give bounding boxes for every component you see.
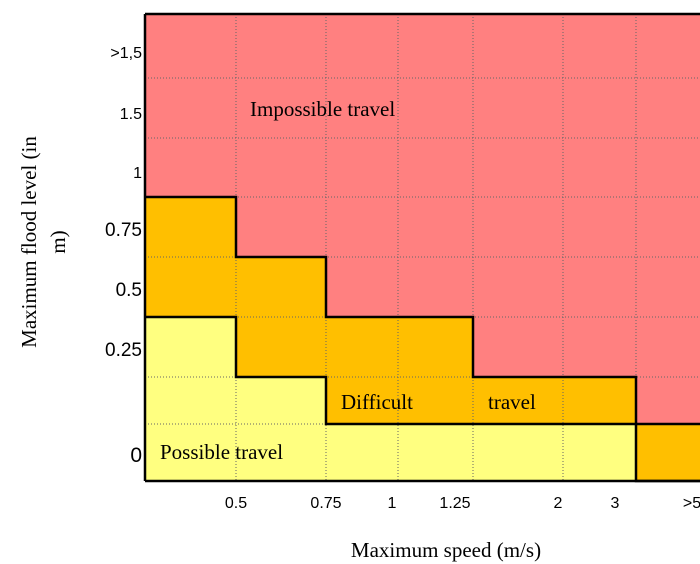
y-axis-title-line1: Maximum flood level (in: [17, 136, 41, 348]
x-tick-label: 0.75: [310, 495, 341, 512]
y-tick-label: 0.5: [116, 280, 142, 301]
zone-label-impossible: Impossible travel: [250, 97, 395, 121]
x-tick-label: >5: [683, 495, 700, 512]
x-tick-label: 2: [554, 495, 563, 512]
y-tick-label: 1.5: [120, 106, 142, 123]
zone-label-possible: Possible travel: [160, 440, 283, 464]
y-axis-title: Maximum flood level (in m): [17, 136, 70, 348]
x-tick-label: 3: [611, 495, 620, 512]
y-tick-label: 0.75: [105, 220, 142, 241]
x-axis-title: Maximum speed (m/s): [351, 538, 541, 562]
x-tick-label: 0.5: [225, 495, 247, 512]
zone-label-difficult-part1: Difficult: [341, 390, 413, 414]
y-tick-label: >1,5: [110, 45, 142, 62]
y-tick-label: 0: [130, 444, 142, 467]
y-axis-title-line2: m): [46, 230, 70, 253]
y-tick-label: 1: [133, 165, 142, 182]
x-tick-label: 1: [388, 495, 397, 512]
zone-impossible-travel: [145, 14, 700, 424]
plot-area: [143, 12, 700, 483]
y-tick-labels: 0 0.25 0.5 0.75 1 1.5 >1,5: [105, 45, 142, 467]
impossible-boundary-line: [145, 195, 700, 426]
x-tick-labels: 0.5 0.75 1 1.25 2 3 >5: [225, 495, 700, 512]
x-tick-label: 1.25: [439, 495, 470, 512]
difficult-boundary-line: [145, 315, 700, 483]
y-tick-label: 0.25: [105, 340, 142, 361]
zone-label-difficult-part2: travel: [488, 390, 536, 414]
